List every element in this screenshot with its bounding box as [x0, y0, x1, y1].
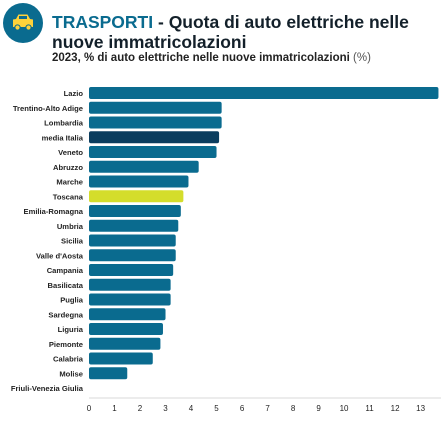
x-tick-label-12: 12	[391, 404, 400, 413]
category-label-basilicata: Basilicata	[48, 281, 84, 290]
x-tick-label-10: 10	[340, 404, 349, 413]
category-label-umbria: Umbria	[57, 222, 84, 231]
chart-header: TRASPORTI - Quota di auto elettriche nel…	[0, 0, 448, 72]
category-label-piemonte: Piemonte	[49, 340, 83, 349]
category-label-marche: Marche	[56, 178, 83, 187]
bar-calabria	[89, 352, 153, 365]
bar-trentino-alto-adige	[89, 101, 222, 114]
title-separator: -	[153, 12, 169, 32]
x-tick-label-0: 0	[87, 404, 92, 413]
x-tick-label-4: 4	[189, 404, 194, 413]
x-tick-label-9: 9	[316, 404, 321, 413]
bar-piemonte	[89, 337, 161, 350]
category-label-sicilia: Sicilia	[61, 237, 84, 246]
logo-badge	[3, 3, 43, 43]
bar-campania	[89, 264, 174, 276]
category-label-friuli-venezia-giulia: Friuli-Venezia Giulia	[11, 384, 84, 393]
bar-umbria	[89, 219, 179, 232]
bar-chart: Lazio Trentino-Alto Adige Lombardia media I…	[11, 87, 441, 413]
bar-veneto	[89, 146, 217, 158]
bar-media-italia	[89, 131, 220, 144]
category-label-liguria: Liguria	[58, 325, 84, 334]
bar-lazio	[89, 87, 439, 99]
bar-liguria	[89, 323, 163, 335]
category-label-campania: Campania	[47, 266, 84, 275]
x-tick-label-3: 3	[163, 404, 168, 413]
category-label-calabria: Calabria	[53, 355, 84, 364]
category-label-lazio: Lazio	[64, 89, 84, 98]
x-tick-label-1: 1	[112, 404, 117, 413]
bar-basilicata	[89, 278, 171, 291]
category-label-lombardia: Lombardia	[44, 119, 84, 128]
category-label-trentino-alto-adige: Trentino-Alto Adige	[13, 104, 83, 113]
chart-subtitle: 2023, % di auto elettriche nelle nuove i…	[52, 52, 371, 64]
bar-abruzzo	[89, 160, 199, 173]
bar-toscana	[89, 190, 184, 203]
chart-title: TRASPORTI - Quota di auto elettriche nel…	[52, 12, 444, 52]
category-label-abruzzo: Abruzzo	[53, 163, 83, 172]
category-label-valle-d-aosta: Valle d'Aosta	[36, 251, 84, 260]
x-tick-label-2: 2	[138, 404, 143, 413]
bar-molise	[89, 367, 128, 380]
category-label-toscana: Toscana	[53, 192, 84, 201]
bar-lombardia	[89, 116, 222, 129]
category-label-molise: Molise	[59, 369, 83, 378]
category-label-puglia: Puglia	[60, 296, 84, 305]
subtitle-unit: (%)	[353, 52, 371, 64]
category-label-sardegna: Sardegna	[48, 310, 83, 319]
category-label-emilia-romagna: Emilia-Romagna	[24, 207, 84, 216]
bar-puglia	[89, 293, 171, 306]
bar-emilia-romagna	[89, 205, 181, 217]
title-text: Quota di auto elettriche nelle nuove imm…	[52, 12, 409, 52]
bar-valle-d-aosta	[89, 249, 176, 262]
category-label-media-italia: media Italia	[42, 133, 84, 142]
category-label-veneto: Veneto	[58, 148, 83, 157]
bar-marche	[89, 175, 189, 188]
car-icon	[13, 14, 33, 31]
x-tick-label-5: 5	[214, 404, 219, 413]
x-tick-label-7: 7	[265, 404, 270, 413]
title-brand: TRASPORTI	[52, 12, 154, 32]
x-tick-label-11: 11	[365, 404, 374, 413]
x-tick-label-8: 8	[291, 404, 296, 413]
x-tick-label-6: 6	[240, 404, 245, 413]
subtitle-text: 2023, % di auto elettriche nelle nuove i…	[52, 52, 350, 64]
bar-sardegna	[89, 308, 166, 321]
x-tick-label-13: 13	[416, 404, 425, 413]
bar-sicilia	[89, 234, 176, 247]
